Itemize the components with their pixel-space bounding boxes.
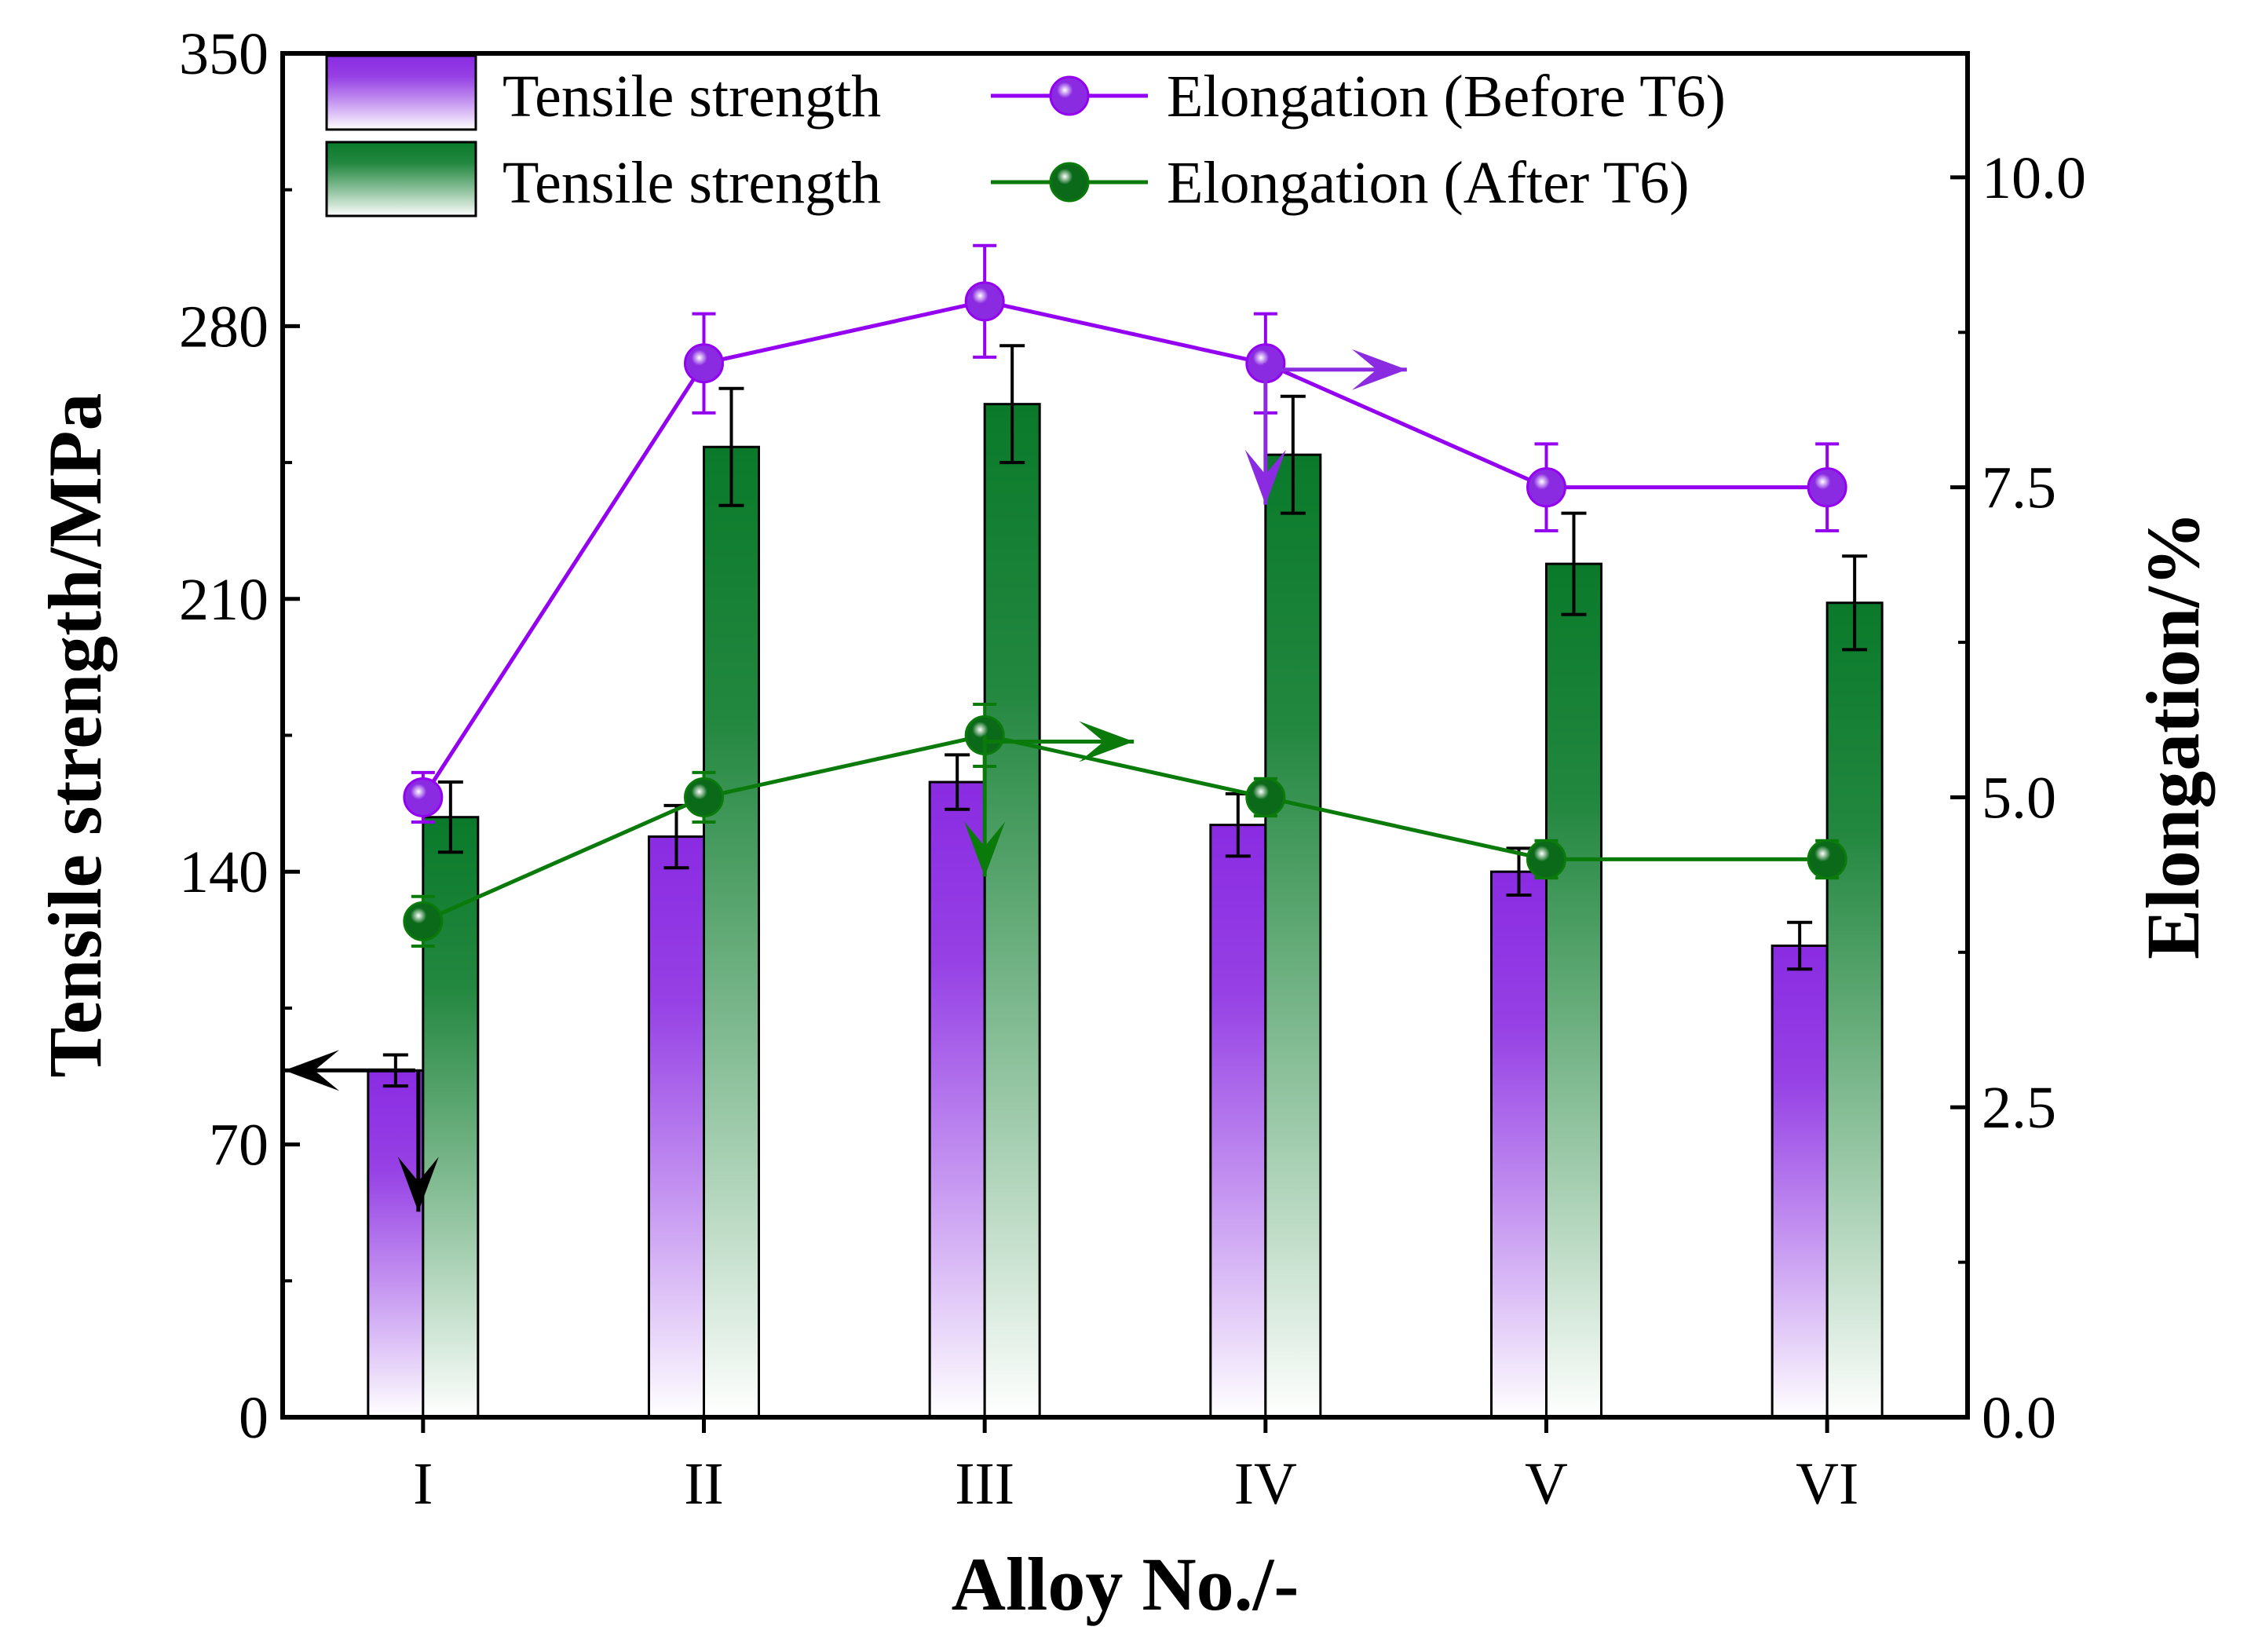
x-tick-label-V: V	[1525, 1451, 1568, 1517]
right-axis-title: Elongation/%	[2131, 511, 2215, 959]
bar-after-IV	[1264, 453, 1322, 1419]
left-tick-label: 350	[179, 21, 269, 87]
right-tick-label: 10.0	[1982, 145, 2086, 211]
legend: Tensile strength Elongation (Before T6) …	[325, 54, 1726, 217]
legend-marker-elongation-before	[991, 75, 1148, 116]
arrow-down-III	[964, 735, 1006, 877]
x-tick-label-I: I	[413, 1451, 433, 1517]
legend-point	[1049, 75, 1090, 116]
bar-after-II	[703, 445, 760, 1419]
bar-layer	[367, 344, 1884, 1419]
left-tick-label: 280	[179, 294, 269, 360]
point-after-IV	[1245, 777, 1286, 817]
legend-label-elongation-after: Elongation (After T6)	[1167, 150, 1690, 216]
right-tick-label: 2.5	[1982, 1075, 2056, 1141]
annotation-arrows	[284, 349, 1407, 1212]
point-after-I	[403, 901, 444, 941]
left-tick-label: 70	[209, 1113, 269, 1179]
legend-marker-elongation-after	[991, 162, 1148, 203]
bar-before-III	[928, 780, 986, 1419]
left-axis-title: Tensile strength/MPa	[33, 393, 117, 1077]
point-after-II	[684, 777, 724, 817]
legend-label-tensile-before: Tensile strength	[502, 64, 881, 130]
point-after-VI	[1807, 839, 1847, 879]
legend-swatch-tensile-after	[325, 141, 477, 217]
arrow-head	[1351, 349, 1407, 390]
arrow-head	[397, 1157, 439, 1212]
legend-swatch-tensile-before	[325, 54, 477, 131]
point-after-V	[1526, 839, 1566, 879]
left-tick-label: 140	[179, 839, 269, 905]
arrow-down-IV	[1244, 363, 1286, 505]
arrow-head	[284, 1050, 339, 1091]
arrow-head	[1079, 721, 1135, 762]
line-elongation-before	[421, 299, 1828, 799]
x-tick-label-IV: IV	[1234, 1451, 1297, 1517]
point-before-II	[684, 343, 724, 384]
right-axis: 0.0 2.5 5.0 7.5 10.0	[1950, 145, 2086, 1451]
x-tick-label-VI: VI	[1796, 1451, 1858, 1517]
x-tick-label-III: III	[955, 1451, 1014, 1517]
right-tick-label: 7.5	[1982, 455, 2056, 521]
legend-point	[1049, 162, 1090, 203]
bar-before-IV	[1209, 824, 1267, 1419]
right-tick-label: 5.0	[1982, 765, 2056, 831]
bar-before-VI	[1770, 944, 1829, 1419]
left-tick-label: 0	[239, 1385, 269, 1451]
x-axis: I II III IV V VI	[413, 1417, 1858, 1517]
bar-after-V	[1545, 562, 1602, 1419]
legend-label-tensile-after: Tensile strength	[502, 150, 881, 216]
bar-before-I	[367, 1069, 425, 1419]
right-tick-label: 0.0	[1982, 1385, 2056, 1451]
plot-frame	[280, 51, 1970, 1420]
x-axis-title: Alloy No./-	[952, 1542, 1299, 1626]
left-tick-label: 210	[179, 567, 269, 633]
arrow-left-axis-I	[284, 1050, 415, 1091]
bar-after-III	[983, 403, 1041, 1419]
line-elongation-after	[422, 733, 1828, 923]
arrow-head	[964, 821, 1006, 877]
bar-before-II	[648, 835, 705, 1419]
point-before-VI	[1807, 467, 1847, 508]
line-layer	[403, 243, 1847, 948]
arrow-right-IV	[1265, 349, 1407, 390]
arrow-right-III	[985, 721, 1135, 762]
bar-before-V	[1490, 870, 1548, 1419]
legend-label-elongation-before: Elongation (Before T6)	[1167, 64, 1726, 130]
arrow-head	[1244, 449, 1286, 505]
bar-after-VI	[1825, 601, 1884, 1419]
left-axis: 0 70 140 210 280 350	[179, 21, 300, 1451]
point-before-III	[964, 281, 1005, 322]
arrow-down-I	[397, 1070, 439, 1212]
point-before-V	[1526, 467, 1566, 508]
x-tick-label-II: II	[684, 1451, 724, 1517]
point-before-I	[403, 777, 444, 817]
